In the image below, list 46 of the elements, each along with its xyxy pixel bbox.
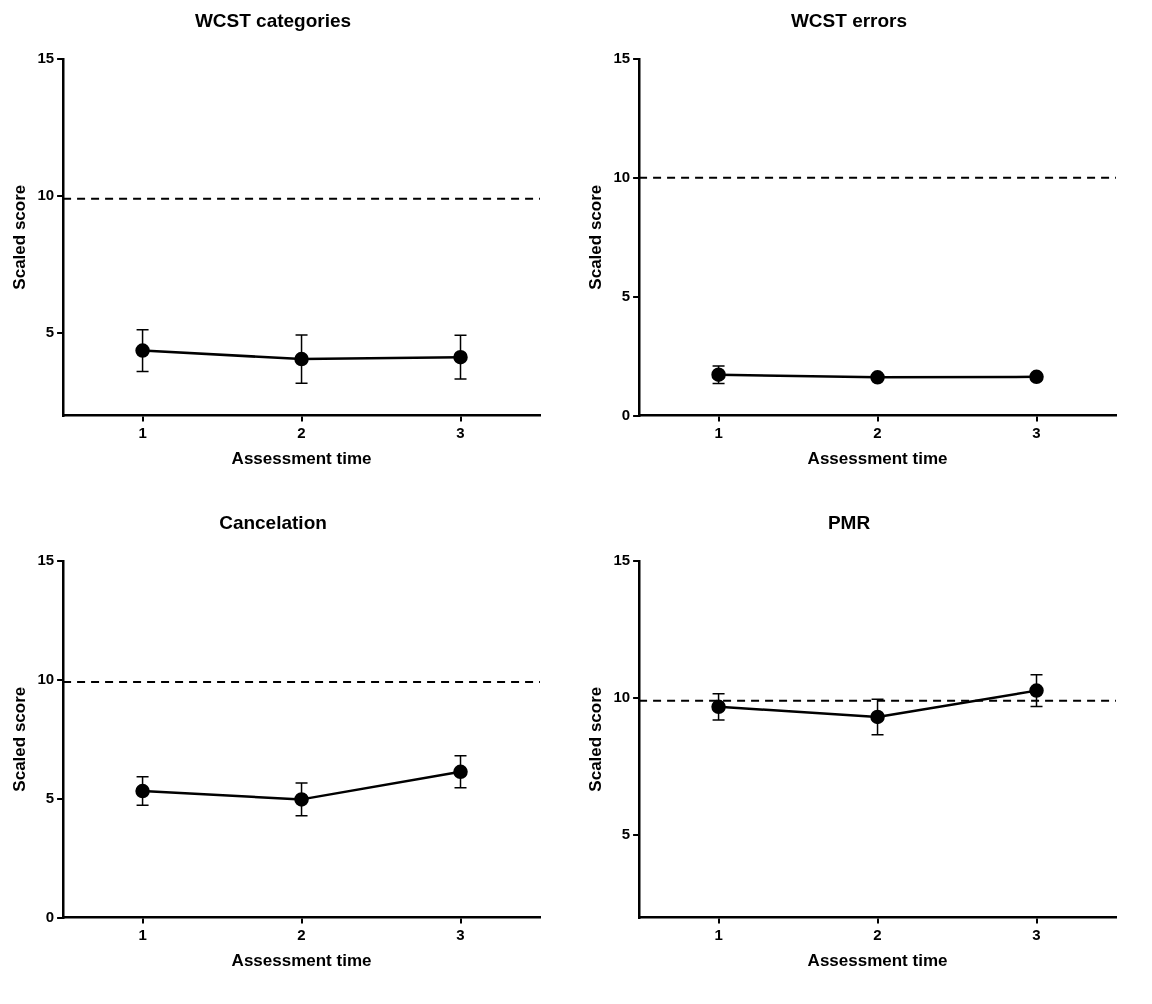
chart-title: WCST categories [194, 9, 352, 31]
chart-title: WCST errors [790, 9, 908, 31]
x-axis-title: Assessment time [807, 449, 948, 469]
point [870, 709, 885, 725]
y-axis-title: Scaled score [9, 184, 29, 290]
point [453, 764, 468, 780]
y-tick-label: 15 [37, 550, 55, 568]
y-tick-label: 15 [613, 550, 631, 568]
x-tick-label: 1 [714, 423, 723, 441]
y-tick-label: 0 [45, 907, 55, 925]
x-axis-title: Assessment time [807, 951, 948, 971]
y-tick-label: 0 [621, 405, 631, 423]
point [294, 351, 309, 367]
y-tick-label: 15 [613, 48, 631, 66]
point [135, 783, 150, 799]
x-tick-label: 2 [297, 423, 306, 441]
y-tick-label: 10 [613, 167, 631, 185]
x-tick-label: 1 [138, 423, 147, 441]
point [1029, 683, 1044, 698]
point [294, 792, 309, 807]
x-tick-label: 2 [297, 925, 306, 943]
y-tick-label: 10 [37, 669, 55, 687]
x-tick-label: 3 [456, 925, 465, 943]
y-tick-label: 5 [621, 825, 631, 843]
y-tick-label: 5 [45, 788, 55, 806]
x-tick-label: 3 [1032, 925, 1041, 943]
x-tick-label: 2 [873, 925, 882, 943]
point [453, 349, 468, 365]
y-tick-label: 15 [37, 48, 55, 66]
x-tick-label: 3 [456, 423, 465, 441]
y-axis-title: Scaled score [9, 686, 29, 792]
x-tick-label: 1 [714, 925, 723, 943]
x-tick-label: 3 [1032, 423, 1041, 441]
y-tick-label: 5 [621, 286, 631, 304]
point [135, 343, 150, 358]
chart-title: PMR [827, 511, 871, 533]
x-tick-label: 2 [873, 423, 882, 441]
y-tick-label: 10 [613, 688, 631, 706]
x-axis-title: Assessment time [231, 951, 372, 971]
x-tick-label: 1 [138, 925, 147, 943]
x-axis-title: Assessment time [231, 449, 372, 469]
chart-title: Cancelation [219, 511, 327, 533]
y-tick-label: 10 [37, 186, 55, 204]
y-axis-title: Scaled score [585, 686, 605, 792]
y-tick-label: 5 [45, 323, 55, 341]
y-axis-title: Scaled score [585, 184, 605, 290]
